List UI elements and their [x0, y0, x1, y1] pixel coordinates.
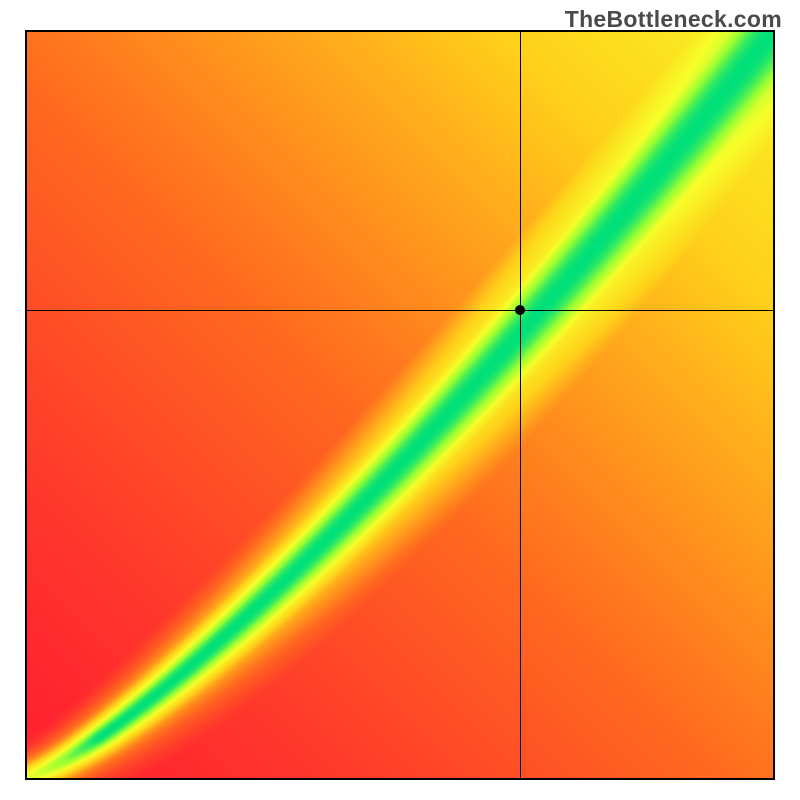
crosshair-horizontal [27, 310, 773, 311]
bottleneck-heatmap [27, 32, 773, 778]
chart-container: TheBottleneck.com [0, 0, 800, 800]
crosshair-vertical [520, 32, 521, 778]
plot-frame [25, 30, 775, 780]
watermark-text: TheBottleneck.com [565, 6, 782, 33]
crosshair-marker [515, 305, 525, 315]
